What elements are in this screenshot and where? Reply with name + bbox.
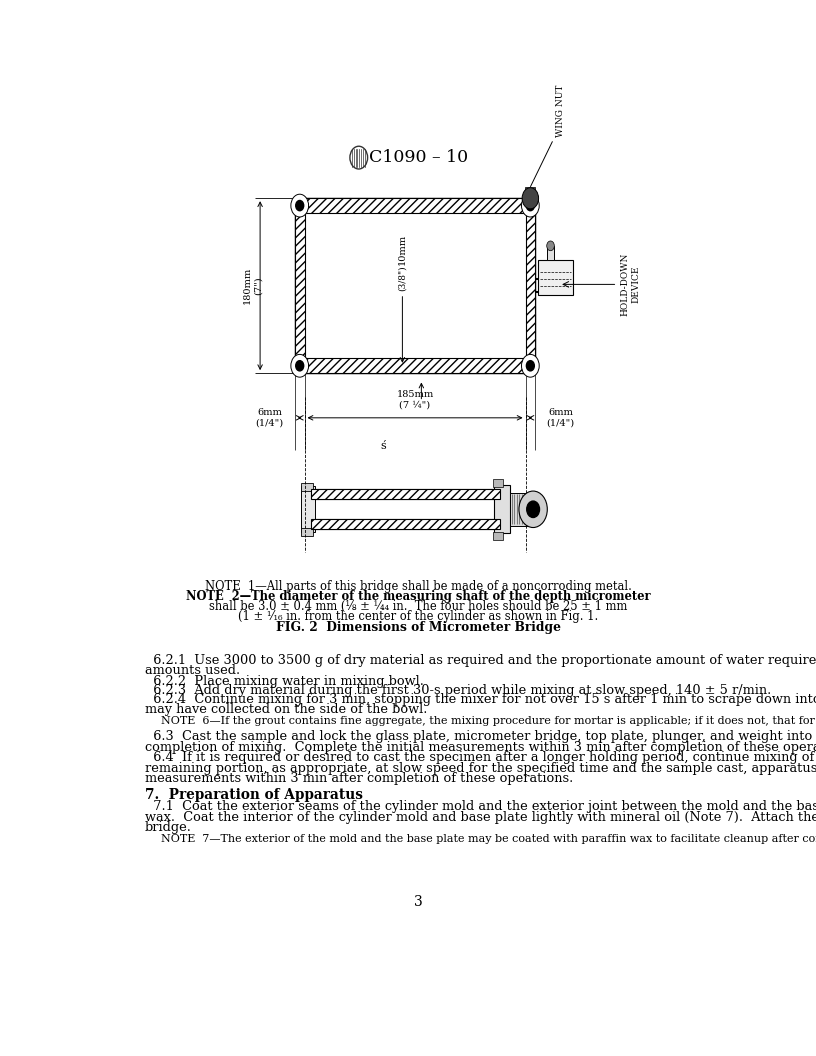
Bar — [526, 187, 535, 195]
Bar — [548, 246, 554, 261]
Circle shape — [526, 361, 534, 371]
Circle shape — [290, 194, 308, 216]
Text: HOLD-DOWN
DEVICE: HOLD-DOWN DEVICE — [620, 252, 640, 316]
Text: amounts used.: amounts used. — [145, 664, 240, 677]
Text: 6mm
(1/4"): 6mm (1/4") — [547, 408, 574, 428]
Bar — [493, 531, 503, 540]
Bar — [301, 483, 313, 491]
Text: 6.2.1  Use 3000 to 3500 g of dry material as required and the proportionate amou: 6.2.1 Use 3000 to 3500 g of dry material… — [145, 654, 816, 666]
Bar — [526, 199, 535, 373]
Circle shape — [521, 355, 539, 377]
Bar — [493, 478, 503, 487]
Circle shape — [521, 194, 539, 216]
Circle shape — [522, 188, 539, 209]
Bar — [301, 486, 315, 532]
Circle shape — [547, 241, 554, 250]
Bar — [295, 199, 535, 213]
Text: NOTE  7—The exterior of the mold and the base plate may be coated with paraffin : NOTE 7—The exterior of the mold and the … — [161, 834, 816, 844]
Text: remaining portion, as appropriate, at slow speed for the specified time and the : remaining portion, as appropriate, at sl… — [145, 761, 816, 775]
Circle shape — [526, 201, 534, 211]
Text: 180mm
(7"): 180mm (7") — [242, 267, 263, 304]
Bar — [311, 520, 500, 529]
Circle shape — [290, 355, 308, 377]
Text: 6mm
(1/4"): 6mm (1/4") — [255, 408, 284, 428]
Text: may have collected on the side of the bowl.: may have collected on the side of the bo… — [145, 703, 428, 716]
Text: FIG. 2  Dimensions of Micrometer Bridge: FIG. 2 Dimensions of Micrometer Bridge — [276, 621, 561, 634]
Text: 6.2.4  Continue mixing for 3 min, stopping the mixer for not over 15 s after 1 m: 6.2.4 Continue mixing for 3 min, stoppin… — [145, 693, 816, 705]
Text: NOTE  6—If the grout contains fine aggregate, the mixing procedure for mortar is: NOTE 6—If the grout contains fine aggreg… — [161, 716, 816, 727]
Text: (1 ± ¹⁄₁₆ in. from the center of the cylinder as shown in Fig. 1.: (1 ± ¹⁄₁₆ in. from the center of the cyl… — [238, 609, 598, 623]
Text: WING NUT: WING NUT — [556, 84, 565, 137]
Circle shape — [295, 201, 304, 211]
Text: 185mm
(7 ¼"): 185mm (7 ¼") — [397, 391, 433, 410]
Text: measurements within 3 min after completion of these operations.: measurements within 3 min after completi… — [145, 772, 574, 786]
Bar — [295, 199, 304, 373]
Text: 7.1  Coat the exterior seams of the cylinder mold and the exterior joint between: 7.1 Coat the exterior seams of the cylin… — [145, 800, 816, 813]
Bar — [311, 489, 500, 499]
Bar — [295, 358, 535, 373]
Bar — [494, 486, 510, 533]
Text: shall be 3.0 ± 0.4 mm (⅛ ± ¼₄ in.  The four holes should be 25 ± 1 mm: shall be 3.0 ± 0.4 mm (⅛ ± ¼₄ in. The fo… — [209, 600, 628, 612]
Bar — [510, 492, 529, 526]
Circle shape — [295, 361, 304, 371]
Text: 6.3  Cast the sample and lock the glass plate, micrometer bridge, top plate, plu: 6.3 Cast the sample and lock the glass p… — [145, 730, 816, 743]
Circle shape — [527, 502, 539, 517]
Text: 6.2.2  Place mixing water in mixing bowl.: 6.2.2 Place mixing water in mixing bowl. — [145, 675, 424, 687]
Text: completion of mixing.  Complete the initial measurements within 3 min after comp: completion of mixing. Complete the initi… — [145, 740, 816, 754]
Text: 6.2.3  Add dry material during the first 30-s period while mixing at slow speed,: 6.2.3 Add dry material during the first … — [145, 683, 771, 697]
Text: NOTE  2—The diameter of the measuring shaft of the depth micrometer: NOTE 2—The diameter of the measuring sha… — [186, 590, 650, 603]
Text: 7.  Preparation of Apparatus: 7. Preparation of Apparatus — [145, 788, 363, 802]
Text: 6.4  If it is required or desired to cast the specimen after a longer holding pe: 6.4 If it is required or desired to cast… — [145, 751, 816, 765]
Text: ś: ś — [380, 441, 386, 451]
Bar — [301, 528, 313, 535]
Bar — [539, 261, 573, 295]
Text: wax.  Coat the interior of the cylinder mold and base plate lightly with mineral: wax. Coat the interior of the cylinder m… — [145, 811, 816, 824]
Text: 3: 3 — [414, 894, 423, 909]
Circle shape — [350, 146, 367, 169]
Text: C1090 – 10: C1090 – 10 — [369, 149, 468, 166]
Text: 10mm: 10mm — [398, 234, 407, 265]
Text: (3/8"): (3/8") — [398, 265, 407, 291]
Text: NOTE  1—All parts of this bridge shall be made of a noncorroding metal.: NOTE 1—All parts of this bridge shall be… — [205, 581, 632, 593]
Circle shape — [519, 491, 548, 528]
Text: bridge.: bridge. — [145, 822, 192, 834]
